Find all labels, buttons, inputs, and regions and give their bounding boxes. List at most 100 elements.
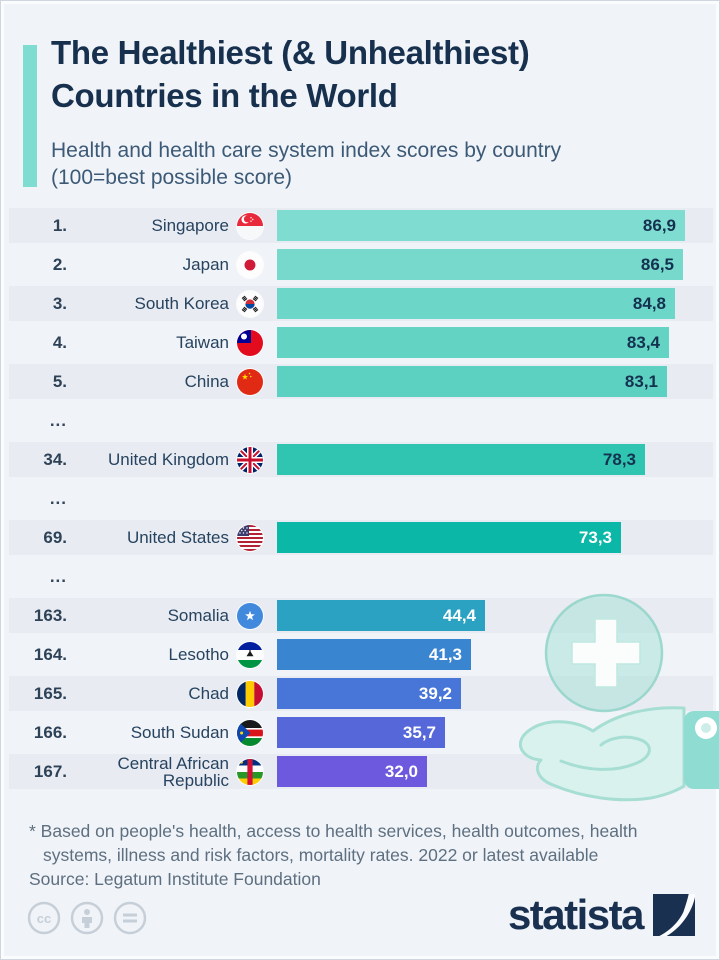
country-label: Chad — [188, 684, 229, 703]
country-label: Lesotho — [168, 645, 230, 664]
score-bar: 86,5 — [277, 249, 683, 280]
svg-text:cc: cc — [37, 911, 51, 926]
statista-logo-icon — [653, 894, 695, 936]
country-label: Central African Republic — [117, 753, 230, 790]
table-row: 2. Japan 86,5 — [9, 247, 713, 282]
table-row: 167. Central African Republic 32,0 — [9, 754, 713, 789]
flag-lesotho-icon — [237, 641, 263, 668]
rank-label: 4. — [52, 332, 67, 352]
country-label: Somalia — [167, 606, 229, 625]
rank-label: 163. — [33, 605, 67, 625]
flag-somalia-icon — [237, 602, 263, 629]
score-bar: 83,1 — [277, 366, 667, 397]
rank-label: 165. — [33, 683, 67, 703]
subtitle-line-1: Health and health care system index scor… — [51, 139, 562, 162]
score-value: 73,3 — [578, 527, 612, 547]
rank-label: ... — [49, 410, 67, 430]
country-label: South Korea — [134, 294, 229, 313]
score-value: 41,3 — [428, 644, 462, 664]
score-value: 35,7 — [402, 722, 436, 742]
cc-nd-icon[interactable] — [113, 901, 147, 935]
score-bar: 83,4 — [277, 327, 669, 358]
cc-icon[interactable]: cc — [27, 901, 61, 935]
table-row: 4. Taiwan 83,4 — [9, 325, 713, 360]
bar-track: 84,8 — [277, 288, 713, 319]
footnote-line-2: systems, illness and risk factors, morta… — [43, 845, 599, 865]
flag-united-kingdom-icon — [237, 446, 263, 473]
flag-japan-icon — [237, 251, 263, 278]
score-bar: 86,9 — [277, 210, 685, 241]
table-row: 166. South Sudan 35,7 — [9, 715, 713, 750]
score-value: 39,2 — [418, 683, 452, 703]
table-row: 1. Singapore 86,9 — [9, 208, 713, 243]
rank-label: 34. — [43, 449, 67, 469]
table-row: ... — [9, 559, 713, 594]
score-value: 86,5 — [640, 254, 674, 274]
score-bar: 84,8 — [277, 288, 675, 319]
flag-south-sudan-icon — [237, 719, 263, 746]
rank-label: 164. — [33, 644, 67, 664]
flag-china-icon — [237, 368, 263, 395]
table-row: 5. China 83,1 — [9, 364, 713, 399]
rank-label: ... — [49, 488, 67, 508]
rank-label: 5. — [52, 371, 67, 391]
footnote: * Based on people's health, access to he… — [29, 819, 691, 867]
score-value: 32,0 — [384, 761, 418, 781]
flag-united-states-icon — [237, 524, 263, 551]
country-label: Singapore — [151, 216, 229, 235]
country-label: United Kingdom — [108, 450, 229, 469]
bar-track: 86,9 — [277, 210, 713, 241]
rank-label: 2. — [52, 254, 67, 274]
table-row: 34. United Kingdom 78,3 — [9, 442, 713, 477]
bar-track: 86,5 — [277, 249, 713, 280]
bar-track: 35,7 — [277, 717, 713, 748]
flag-taiwan-icon — [237, 329, 263, 356]
score-value: 83,1 — [624, 371, 658, 391]
score-bar: 78,3 — [277, 444, 645, 475]
bar-track: 41,3 — [277, 639, 713, 670]
rank-label: 166. — [33, 722, 67, 742]
rank-label: ... — [49, 566, 67, 586]
table-row: ... — [9, 481, 713, 516]
table-row: 163. Somalia 44,4 — [9, 598, 713, 633]
score-value: 84,8 — [632, 293, 666, 313]
bar-track: 44,4 — [277, 600, 713, 631]
statista-wordmark: statista — [507, 891, 645, 938]
rank-label: 1. — [52, 215, 67, 235]
bar-track: 73,3 — [277, 522, 713, 553]
statista-logo[interactable]: statista — [508, 891, 695, 939]
table-row: 165. Chad 39,2 — [9, 676, 713, 711]
license-icons: cc — [27, 901, 147, 935]
flag-chad-icon — [237, 680, 263, 707]
cc-attribution-icon[interactable] — [70, 901, 104, 935]
footnote-line-1: * Based on people's health, access to he… — [29, 821, 638, 841]
bar-track: 32,0 — [277, 756, 713, 787]
bar-track: 39,2 — [277, 678, 713, 709]
flag-central-african-republic-icon — [237, 758, 263, 785]
page-subtitle: Health and health care system index scor… — [51, 137, 701, 191]
chart-rows: 1. Singapore 86,9 2. Japan 86,5 3. South… — [9, 208, 713, 793]
score-bar: 39,2 — [277, 678, 461, 709]
bar-track: 78,3 — [277, 444, 713, 475]
score-bar: 35,7 — [277, 717, 445, 748]
score-bar: 44,4 — [277, 600, 485, 631]
table-row: 69. United States 73,3 — [9, 520, 713, 555]
score-value: 44,4 — [442, 605, 476, 625]
country-label: Taiwan — [176, 333, 229, 352]
page-title: The Healthiest (& Unhealthiest) Countrie… — [51, 31, 701, 117]
country-label: United States — [126, 528, 229, 547]
title-accent-bar — [23, 45, 37, 187]
score-value: 83,4 — [626, 332, 660, 352]
rank-label: 167. — [33, 761, 67, 781]
table-row: 3. South Korea 84,8 — [9, 286, 713, 321]
rank-label: 3. — [52, 293, 67, 313]
subtitle-line-2: (100=best possible score) — [51, 166, 293, 189]
source-label: Source: Legatum Institute Foundation — [29, 869, 321, 889]
score-bar: 41,3 — [277, 639, 471, 670]
country-label: China — [184, 372, 229, 391]
flag-south-korea-icon — [237, 290, 263, 317]
score-value: 78,3 — [602, 449, 636, 469]
score-value: 86,9 — [642, 215, 676, 235]
table-row: ... — [9, 403, 713, 438]
